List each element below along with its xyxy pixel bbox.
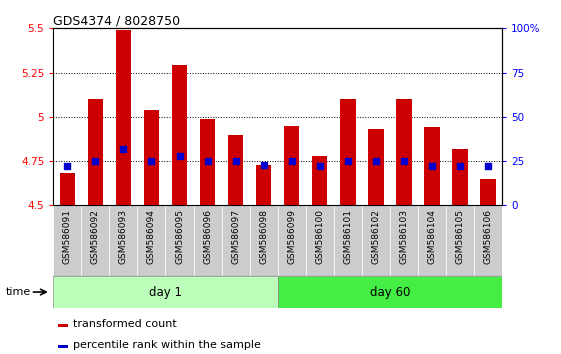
Text: percentile rank within the sample: percentile rank within the sample	[73, 340, 261, 350]
Bar	[137, 205, 165, 276]
Bar	[53, 276, 278, 308]
Text: GSM586092: GSM586092	[91, 209, 100, 264]
Text: GDS4374 / 8028750: GDS4374 / 8028750	[53, 14, 181, 27]
Bar	[306, 205, 334, 276]
Bar	[278, 205, 306, 276]
Text: GSM586103: GSM586103	[399, 209, 408, 264]
Text: day 1: day 1	[149, 286, 182, 298]
Bar	[222, 205, 250, 276]
Point	[203, 158, 212, 164]
Bar	[59, 173, 75, 205]
Point	[147, 158, 156, 164]
Point	[456, 164, 465, 169]
Bar	[480, 179, 496, 205]
Bar	[58, 324, 68, 327]
Bar	[368, 129, 384, 205]
Bar	[418, 205, 446, 276]
Text: GSM586104: GSM586104	[427, 209, 436, 264]
Point	[427, 164, 436, 169]
Point	[63, 164, 72, 169]
Text: GSM586097: GSM586097	[231, 209, 240, 264]
Bar	[284, 126, 300, 205]
Point	[91, 158, 100, 164]
Point	[259, 162, 268, 167]
Text: GSM586094: GSM586094	[147, 209, 156, 264]
Bar	[334, 205, 362, 276]
Bar	[396, 99, 412, 205]
Text: GSM586105: GSM586105	[456, 209, 465, 264]
Bar	[58, 345, 68, 348]
Bar	[362, 205, 390, 276]
Text: GSM586102: GSM586102	[371, 209, 380, 264]
Bar	[446, 205, 474, 276]
Point	[371, 158, 380, 164]
Text: GSM586106: GSM586106	[484, 209, 493, 264]
Point	[399, 158, 408, 164]
Text: time: time	[6, 287, 31, 297]
Bar	[228, 135, 243, 205]
Text: GSM586095: GSM586095	[175, 209, 184, 264]
Bar	[390, 205, 418, 276]
Text: day 60: day 60	[370, 286, 410, 298]
Bar	[109, 205, 137, 276]
Point	[484, 164, 493, 169]
Bar	[256, 165, 272, 205]
Bar	[250, 205, 278, 276]
Bar	[165, 205, 194, 276]
Bar	[172, 65, 187, 205]
Text: GSM586096: GSM586096	[203, 209, 212, 264]
Bar	[474, 205, 502, 276]
Bar	[278, 276, 502, 308]
Point	[343, 158, 352, 164]
Point	[231, 158, 240, 164]
Bar	[144, 110, 159, 205]
Point	[119, 146, 128, 152]
Bar	[200, 119, 215, 205]
Text: GSM586099: GSM586099	[287, 209, 296, 264]
Text: GSM586098: GSM586098	[259, 209, 268, 264]
Text: GSM586100: GSM586100	[315, 209, 324, 264]
Point	[175, 153, 184, 159]
Point	[287, 158, 296, 164]
Text: GSM586091: GSM586091	[63, 209, 72, 264]
Bar	[88, 99, 103, 205]
Text: transformed count: transformed count	[73, 319, 177, 329]
Text: GSM586093: GSM586093	[119, 209, 128, 264]
Point	[315, 164, 324, 169]
Text: GSM586101: GSM586101	[343, 209, 352, 264]
Bar	[452, 149, 468, 205]
Bar	[81, 205, 109, 276]
Bar	[340, 99, 356, 205]
Bar	[53, 205, 81, 276]
Bar	[312, 156, 328, 205]
Bar	[194, 205, 222, 276]
Bar	[424, 127, 440, 205]
Bar	[116, 30, 131, 205]
